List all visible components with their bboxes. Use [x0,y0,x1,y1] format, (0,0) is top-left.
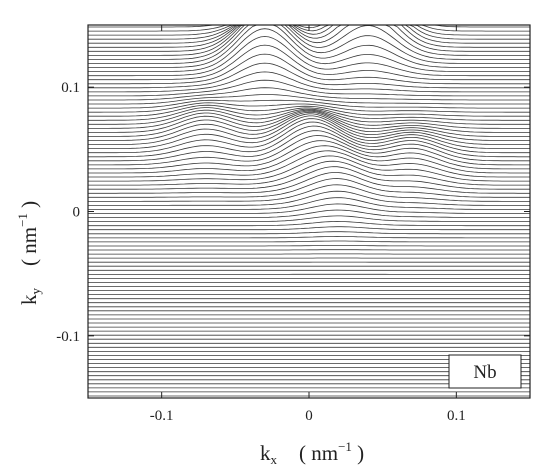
y-axis-unit-close: ) [17,201,41,213]
x-tick-label: 0.1 [447,408,466,424]
surface-line [88,240,530,243]
surface-line [88,220,530,227]
surface-line [88,99,530,109]
surface-line [88,184,530,202]
surface-line [88,145,530,174]
x-axis-title: kx ( nm−1 ) [260,439,364,467]
surface-line [88,209,530,218]
y-axis-unit: ( nm [17,227,41,266]
x-axis-unit: ( nm [299,441,338,465]
surface-line [88,109,530,129]
svg-text:ky( nm−1 ): ky ( nm−1 ) [15,201,43,305]
surface-line [88,245,530,247]
x-axis-unit-close: ) [352,441,364,465]
surface-lines [88,24,530,397]
surface-line [88,166,530,190]
y-axis-unit-exp: −1 [15,213,30,227]
y-axis-title: ky ( nm−1 ) [15,201,43,305]
surface-line [88,226,530,231]
surface-line [88,118,530,149]
surface-line [88,108,530,125]
surface-line [88,87,530,101]
surface-line [88,135,530,166]
surface-line [88,102,530,113]
surface-line [88,160,530,186]
surface-line [88,24,530,48]
surface-line [88,197,530,210]
surface-line [88,172,530,194]
surface-line [88,190,530,206]
surface-line [88,130,530,162]
surface-line [88,215,530,222]
surface-line [88,231,530,235]
x-tick-label: -0.1 [150,408,174,424]
surface-line [88,94,530,105]
surface-line [88,121,530,154]
surface-line [88,24,530,56]
surface-line [88,53,530,85]
surface-line [88,24,530,68]
surface-line [88,140,530,170]
surface-line [88,113,530,141]
surface-line [88,79,530,97]
y-axis-subscript: y [28,288,43,295]
surface-line [88,125,530,158]
surface-line [88,104,530,117]
surface-line [88,235,530,239]
x-tick-label: 0 [305,408,313,424]
surface-line [88,110,530,133]
y-tick-label: 0 [73,205,81,221]
surface-line [88,150,530,178]
x-axis-subscript: x [271,452,278,467]
surface-line [88,24,530,52]
surface-line [88,62,530,89]
x-axis-symbol: k [260,441,271,465]
surface-line [88,178,530,198]
y-tick-label: -0.1 [56,329,80,345]
surface-line [88,71,530,93]
surface-line [88,36,530,77]
surface-line [88,155,530,182]
surface-line [88,28,530,72]
legend-label: Nb [473,362,496,383]
y-tick-label: 0.1 [61,80,80,96]
svg-text:kx( nm−1 ): kx ( nm−1 ) [260,439,364,467]
surface-line [88,24,530,64]
surface-line [88,203,530,214]
y-axis-symbol: k [17,294,41,305]
surface-line [88,111,530,137]
surface-line [88,24,530,60]
axis-ticks: -0.1 0 0.1 0.1 0 -0.1 [56,25,530,424]
x-axis-unit-exp: −1 [338,439,352,454]
surface-line [88,107,530,121]
surface-line [88,115,530,145]
surface-line [88,44,530,81]
legend-box: Nb [448,354,522,389]
